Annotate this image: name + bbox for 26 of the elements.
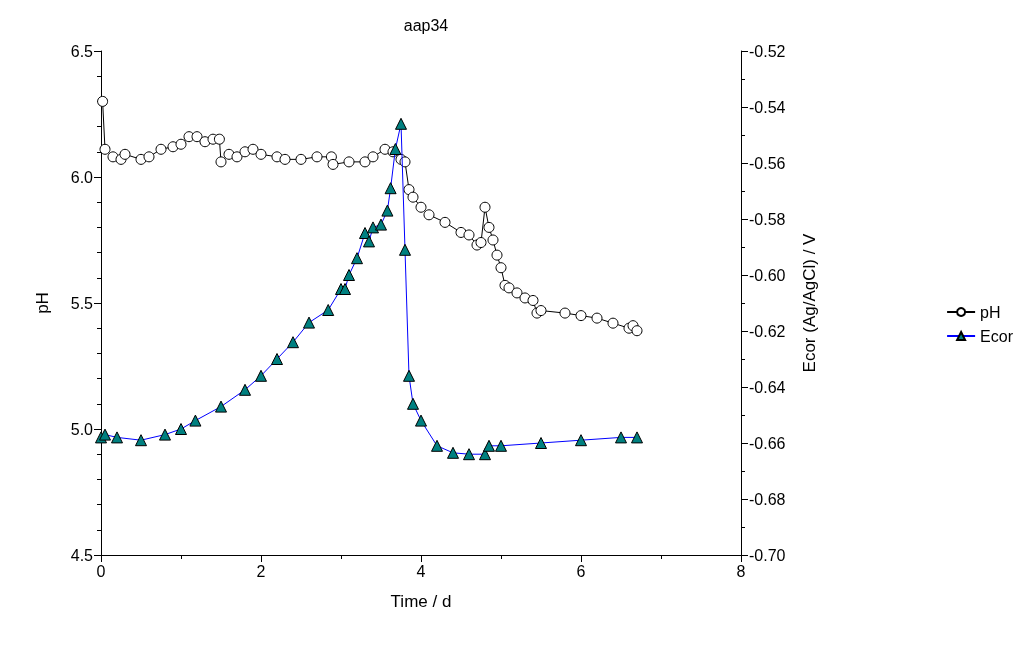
y-tick-label: 6.5 — [70, 42, 94, 60]
x-axis-title: Time / d — [390, 592, 452, 611]
y-tick-label: 5.5 — [70, 294, 94, 312]
x-tick-label: 6 — [576, 562, 586, 580]
y2-tick-label: -0.64 — [749, 378, 786, 396]
y2-tick-label: -0.58 — [749, 210, 786, 228]
y2-tick-label: -0.56 — [749, 154, 786, 172]
y2-tick-label: -0.60 — [749, 266, 786, 284]
legend-label: pH — [980, 303, 1001, 321]
chart-title: aap34 — [403, 16, 449, 34]
legend-label: Ecor — [980, 327, 1014, 345]
y2-tick-label: -0.70 — [749, 546, 786, 564]
y-tick-label: 6.0 — [70, 168, 94, 186]
x-tick-label: 2 — [256, 562, 266, 580]
x-tick-label: 8 — [736, 562, 746, 580]
y2-tick-label: -0.68 — [749, 490, 786, 508]
y-axis-title: pH — [33, 292, 52, 314]
y2-tick-label: -0.52 — [749, 42, 786, 60]
x-tick-label: 0 — [96, 562, 106, 580]
y-tick-label: 5.0 — [70, 420, 94, 438]
y2-tick-label: -0.66 — [749, 434, 786, 452]
y2-tick-label: -0.54 — [749, 98, 786, 116]
y-tick-label: 4.5 — [70, 546, 94, 564]
y2-axis-title: Ecor (Ag/AgCl) / V — [800, 232, 819, 373]
x-tick-label: 4 — [416, 562, 426, 580]
y2-tick-label: -0.62 — [749, 322, 786, 340]
